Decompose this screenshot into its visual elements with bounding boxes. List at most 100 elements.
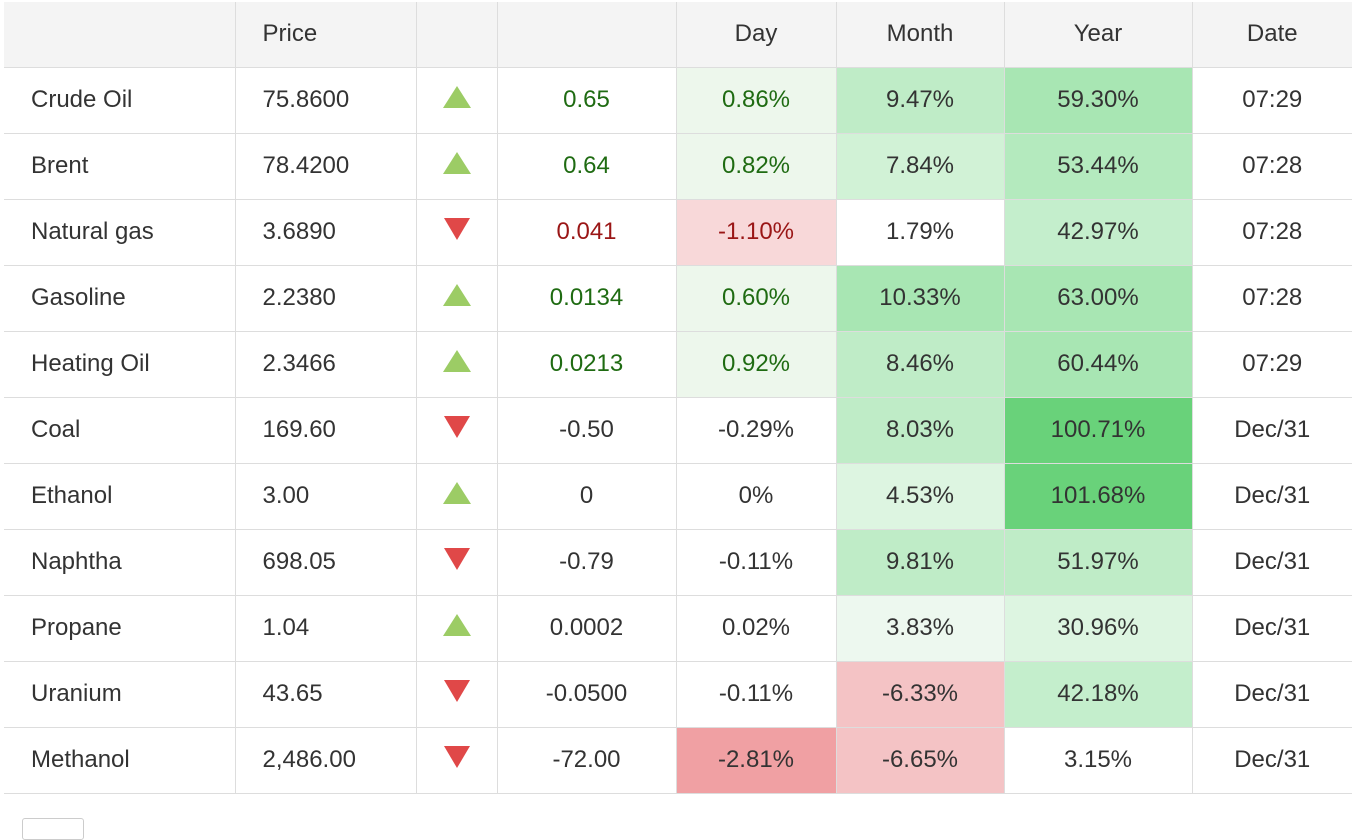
table-row[interactable]: Methanol 2,486.00 -72.00 -2.81% -6.65% 3.15% D…	[4, 726, 1352, 794]
month-percent: 1.79%	[835, 198, 1005, 266]
triangle-down-icon	[443, 679, 470, 702]
month-percent: 9.47%	[835, 66, 1005, 134]
price-value: 2.2380	[234, 264, 417, 332]
commodity-name[interactable]: Propane	[4, 594, 236, 662]
change-value: -0.50	[496, 396, 677, 464]
direction-cell	[415, 264, 498, 332]
date-value: Dec/31	[1191, 462, 1352, 530]
table-row[interactable]: Natural gas 3.6890 0.041 -1.10% 1.79% 42.97% 0…	[4, 198, 1352, 266]
year-percent: 42.97%	[1003, 198, 1193, 266]
month-percent: 8.46%	[835, 330, 1005, 398]
table-row[interactable]: Heating Oil 2.3466 0.0213 0.92% 8.46% 60.44% 0…	[4, 330, 1352, 398]
table-row[interactable]: Ethanol 3.00 0 0% 4.53% 101.68% Dec/31	[4, 462, 1352, 530]
month-percent: 10.33%	[835, 264, 1005, 332]
direction-cell	[415, 726, 498, 794]
header-month[interactable]: Month	[835, 2, 1005, 68]
change-value: 0.0002	[496, 594, 677, 662]
direction-cell	[415, 66, 498, 134]
commodity-name[interactable]: Methanol	[4, 726, 236, 794]
price-value: 3.00	[234, 462, 417, 530]
triangle-up-icon	[442, 85, 471, 108]
change-value: 0.65	[496, 66, 677, 134]
triangle-down-icon	[443, 547, 470, 570]
header-row: Price Day Month Year Date	[4, 2, 1352, 68]
table-row[interactable]: Crude Oil 75.8600 0.65 0.86% 9.47% 59.30% 07:2…	[4, 66, 1352, 134]
day-percent: -0.29%	[675, 396, 837, 464]
direction-cell	[415, 528, 498, 596]
commodity-name[interactable]: Gasoline	[4, 264, 236, 332]
day-percent: 0.86%	[675, 66, 837, 134]
date-value: 07:28	[1191, 198, 1352, 266]
price-value: 43.65	[234, 660, 417, 728]
table-row[interactable]: Coal 169.60 -0.50 -0.29% 8.03% 100.71% Dec/31	[4, 396, 1352, 464]
month-percent: 7.84%	[835, 132, 1005, 200]
triangle-up-icon	[442, 613, 471, 636]
change-value: 0.041	[496, 198, 677, 266]
triangle-down-icon	[443, 217, 470, 240]
date-value: Dec/31	[1191, 660, 1352, 728]
date-value: Dec/31	[1191, 594, 1352, 662]
year-percent: 42.18%	[1003, 660, 1193, 728]
year-percent: 30.96%	[1003, 594, 1193, 662]
triangle-up-icon	[442, 481, 471, 504]
year-percent: 60.44%	[1003, 330, 1193, 398]
date-value: 07:28	[1191, 132, 1352, 200]
triangle-up-icon	[442, 283, 471, 306]
header-day[interactable]: Day	[675, 2, 837, 68]
commodity-name[interactable]: Uranium	[4, 660, 236, 728]
year-percent: 101.68%	[1003, 462, 1193, 530]
triangle-down-icon	[443, 415, 470, 438]
day-percent: 0.02%	[675, 594, 837, 662]
header-price[interactable]: Price	[234, 2, 417, 68]
commodity-name[interactable]: Coal	[4, 396, 236, 464]
triangle-down-icon	[443, 745, 470, 768]
price-value: 2.3466	[234, 330, 417, 398]
commodity-name[interactable]: Heating Oil	[4, 330, 236, 398]
day-percent: 0.82%	[675, 132, 837, 200]
month-percent: 3.83%	[835, 594, 1005, 662]
commodity-name[interactable]: Natural gas	[4, 198, 236, 266]
pagination-control[interactable]	[22, 818, 84, 840]
month-percent: 8.03%	[835, 396, 1005, 464]
price-value: 3.6890	[234, 198, 417, 266]
commodity-name[interactable]: Ethanol	[4, 462, 236, 530]
year-percent: 3.15%	[1003, 726, 1193, 794]
change-value: -0.79	[496, 528, 677, 596]
month-percent: -6.65%	[835, 726, 1005, 794]
year-percent: 100.71%	[1003, 396, 1193, 464]
direction-cell	[415, 198, 498, 266]
commodity-name[interactable]: Naphtha	[4, 528, 236, 596]
change-value: 0.0134	[496, 264, 677, 332]
header-change	[496, 2, 677, 68]
direction-cell	[415, 330, 498, 398]
date-value: Dec/31	[1191, 528, 1352, 596]
price-value: 698.05	[234, 528, 417, 596]
price-value: 1.04	[234, 594, 417, 662]
change-value: 0	[496, 462, 677, 530]
price-value: 169.60	[234, 396, 417, 464]
table-row[interactable]: Brent 78.4200 0.64 0.82% 7.84% 53.44% 07:28	[4, 132, 1352, 200]
header-date[interactable]: Date	[1191, 2, 1352, 68]
commodity-name[interactable]: Brent	[4, 132, 236, 200]
date-value: 07:29	[1191, 66, 1352, 134]
table-row[interactable]: Propane 1.04 0.0002 0.02% 3.83% 30.96% Dec/31	[4, 594, 1352, 662]
commodities-table: Price Day Month Year Date Crude Oil 75.86…	[4, 2, 1352, 794]
header-year[interactable]: Year	[1003, 2, 1193, 68]
direction-cell	[415, 132, 498, 200]
commodity-name[interactable]: Crude Oil	[4, 66, 236, 134]
table-row[interactable]: Uranium 43.65 -0.0500 -0.11% -6.33% 42.18% Dec…	[4, 660, 1352, 728]
date-value: 07:28	[1191, 264, 1352, 332]
direction-cell	[415, 660, 498, 728]
day-percent: 0.60%	[675, 264, 837, 332]
table-row[interactable]: Naphtha 698.05 -0.79 -0.11% 9.81% 51.97% Dec/3…	[4, 528, 1352, 596]
day-percent: -0.11%	[675, 660, 837, 728]
direction-cell	[415, 462, 498, 530]
change-value: 0.64	[496, 132, 677, 200]
price-value: 2,486.00	[234, 726, 417, 794]
change-value: 0.0213	[496, 330, 677, 398]
month-percent: 4.53%	[835, 462, 1005, 530]
price-value: 78.4200	[234, 132, 417, 200]
table-row[interactable]: Gasoline 2.2380 0.0134 0.60% 10.33% 63.00% 07:…	[4, 264, 1352, 332]
date-value: Dec/31	[1191, 396, 1352, 464]
price-value: 75.8600	[234, 66, 417, 134]
